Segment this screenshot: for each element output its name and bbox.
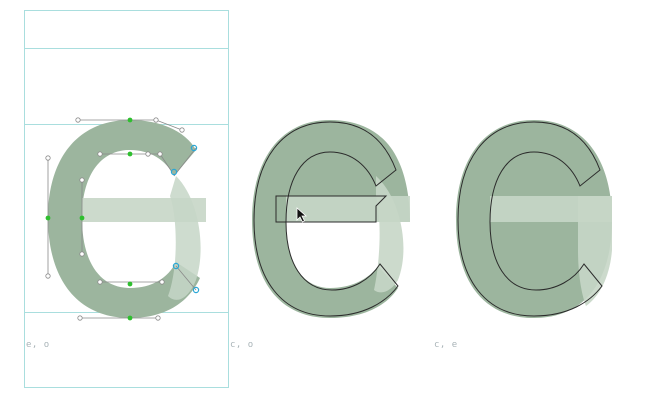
ghost-glyph-e-3: [578, 196, 612, 306]
ghost-crossbar-2: [286, 196, 410, 222]
handle-point[interactable]: [145, 151, 151, 157]
ghost-crossbar-3: [490, 196, 612, 222]
handle-point[interactable]: [79, 251, 85, 257]
handle-points[interactable]: [45, 117, 185, 321]
handle-point[interactable]: [155, 315, 161, 321]
on-curve-node[interactable]: [79, 215, 85, 221]
handle-point[interactable]: [97, 151, 103, 157]
selected-node[interactable]: [190, 144, 198, 152]
ghost-crossbar: [82, 198, 206, 222]
cell-frame: [24, 10, 229, 388]
handle-point[interactable]: [77, 315, 83, 321]
glyph-cell-2[interactable]: [252, 120, 410, 318]
handle-point[interactable]: [79, 177, 85, 183]
on-curve-node[interactable]: [127, 117, 133, 123]
on-curve-node[interactable]: [127, 315, 133, 321]
selected-node[interactable]: [192, 286, 200, 294]
on-curve-node[interactable]: [127, 281, 133, 287]
handle-point[interactable]: [45, 155, 51, 161]
on-curve-node[interactable]: [127, 151, 133, 157]
glyph-outline-c-3: [457, 121, 603, 317]
glyph-outline-c: [253, 121, 399, 317]
handle-point[interactable]: [179, 127, 185, 133]
handle-point[interactable]: [157, 151, 163, 157]
glyph-cell-3[interactable]: [456, 120, 612, 318]
on-curve-node[interactable]: [45, 215, 51, 221]
handle-point[interactable]: [45, 273, 51, 279]
handle-point[interactable]: [97, 279, 103, 285]
handle-point[interactable]: [159, 279, 165, 285]
glyph-cell-label: c, e: [434, 340, 458, 350]
selected-node[interactable]: [170, 168, 178, 176]
ghost-glyph-c: [48, 120, 200, 318]
selected-nodes[interactable]: [170, 144, 200, 294]
handle-point[interactable]: [75, 117, 81, 123]
handle-point[interactable]: [153, 117, 159, 123]
glyph-cell-1[interactable]: [24, 10, 229, 388]
on-curve-nodes[interactable]: [45, 117, 133, 321]
glyph-cell-label: e, o: [26, 340, 50, 350]
selected-node[interactable]: [172, 262, 180, 270]
arrow-pointer-icon: [296, 207, 308, 223]
crossbar-outline[interactable]: [275, 195, 388, 223]
glyph-cell-label: c, o: [230, 340, 254, 350]
